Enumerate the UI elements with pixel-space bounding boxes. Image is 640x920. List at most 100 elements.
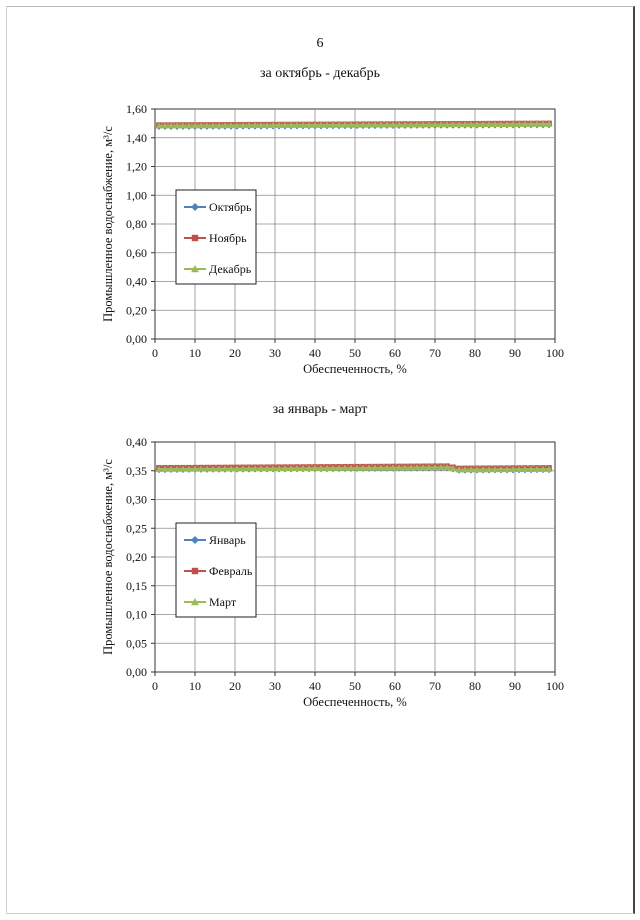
data-point [377, 121, 385, 128]
data-point [545, 465, 553, 472]
data-point [407, 464, 415, 471]
data-point [191, 122, 199, 129]
data-point [521, 465, 529, 472]
data-point [299, 464, 307, 471]
data-point [455, 120, 463, 128]
data-point [329, 464, 337, 471]
data-point [161, 465, 169, 472]
x-tick-label: 50 [349, 679, 361, 693]
y-tick-label: 0,35 [126, 464, 147, 478]
data-point [371, 121, 379, 128]
data-point [353, 464, 361, 471]
legend-label: Февраль [209, 564, 253, 578]
x-tick-label: 30 [269, 679, 281, 693]
data-point [347, 464, 355, 471]
y-axis-title: Промышленное водоснабжение, м³/с [101, 459, 115, 655]
data-point [515, 120, 523, 127]
data-point [539, 465, 547, 472]
legend-label: Январь [209, 533, 246, 547]
y-tick-label: 0,80 [126, 217, 147, 231]
data-point [329, 121, 337, 128]
data-point [281, 464, 289, 472]
data-point [527, 120, 535, 127]
chart-title-jan-mar: за январь - март [272, 402, 368, 417]
data-point [335, 464, 343, 471]
x-tick-label: 10 [189, 679, 201, 693]
data-point [305, 464, 313, 471]
x-tick-label: 40 [309, 679, 321, 693]
data-point [455, 466, 463, 473]
data-point [209, 121, 217, 129]
data-point [293, 464, 301, 472]
y-tick-label: 0,40 [126, 435, 147, 449]
data-point [311, 121, 319, 128]
data-point [539, 120, 547, 127]
y-tick-label: 0,05 [126, 636, 147, 650]
data-point [365, 121, 373, 128]
data-point [227, 465, 235, 472]
legend: Октябрь Ноябрь Декабрь [175, 189, 257, 285]
data-point [215, 465, 223, 472]
data-point [323, 464, 331, 471]
data-point [185, 465, 193, 472]
data-point [401, 464, 409, 471]
data-point [293, 121, 301, 128]
y-axis-title: Промышленное водоснабжение, м³/с [101, 126, 115, 322]
data-point [461, 120, 469, 128]
data-point [251, 121, 259, 129]
data-point [173, 465, 181, 472]
legend-marker [191, 598, 199, 606]
data-point [509, 120, 517, 127]
data-point [377, 464, 385, 471]
data-point [305, 121, 313, 128]
data-point [437, 120, 445, 128]
data-point [401, 121, 409, 128]
y-tick-label: 0,30 [126, 493, 147, 507]
data-point [221, 465, 229, 472]
legend-label: Ноябрь [209, 231, 247, 245]
data-point [209, 465, 217, 472]
x-axis-title: Обеспеченность, % [303, 695, 407, 709]
y-tick-label: 1,20 [126, 160, 147, 174]
data-point [371, 464, 379, 471]
data-point [509, 465, 517, 473]
data-point [425, 120, 433, 128]
data-point [335, 121, 343, 128]
data-point [503, 465, 511, 473]
data-point [365, 464, 373, 471]
data-point [431, 120, 439, 128]
legend-marker [191, 536, 199, 544]
data-point [221, 121, 229, 129]
legend-marker [191, 567, 199, 575]
data-point [419, 121, 427, 128]
data-point [395, 464, 403, 471]
x-tick-label: 80 [469, 346, 481, 360]
data-point [461, 466, 469, 473]
legend-label: Март [209, 595, 237, 609]
data-point [497, 120, 505, 127]
data-point [263, 464, 271, 472]
data-point [347, 121, 355, 128]
y-tick-label: 0,20 [126, 303, 147, 317]
y-tick-label: 0,20 [126, 550, 147, 564]
data-point [299, 121, 307, 128]
series-3 [155, 120, 553, 129]
data-point [239, 465, 247, 472]
data-point [323, 121, 331, 128]
y-tick-label: 1,00 [126, 188, 147, 202]
data-point [407, 121, 415, 128]
data-point [437, 463, 445, 471]
data-point [341, 464, 349, 471]
data-point [239, 121, 247, 129]
legend: Январь Февраль Март [175, 522, 257, 618]
data-point [467, 120, 475, 128]
x-tick-label: 90 [509, 346, 521, 360]
data-point [431, 463, 439, 471]
data-point [203, 121, 211, 129]
series-3 [155, 463, 553, 473]
data-point [413, 464, 421, 471]
data-point [359, 121, 367, 128]
chart-oct-dec: 0,00 0,20 0,40 0,60 0,80 1,00 1,20 1,40 1,60 0 10 2… [101, 102, 564, 376]
data-point [317, 121, 325, 128]
data-point [263, 121, 271, 128]
